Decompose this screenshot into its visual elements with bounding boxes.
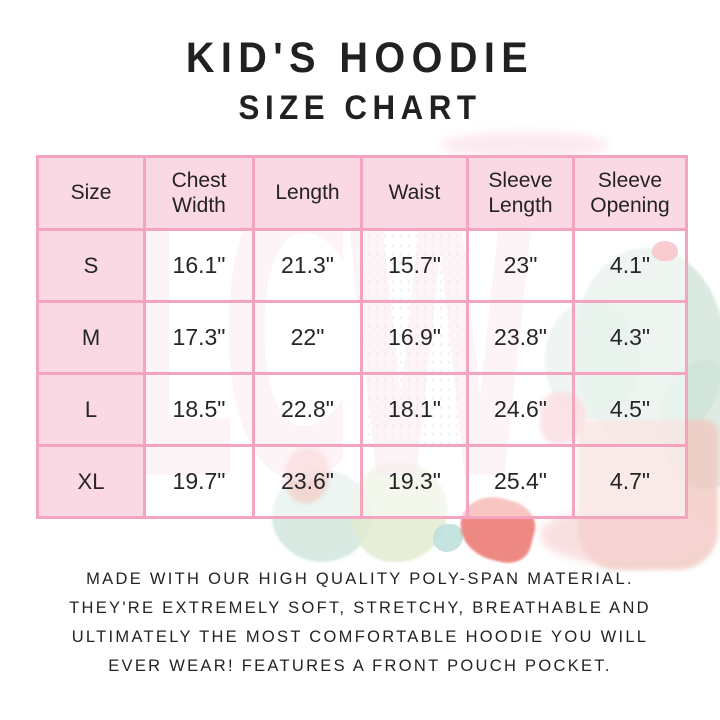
- header-cell-waist: Waist: [360, 155, 469, 231]
- table-cell: 25.4": [466, 444, 575, 519]
- title-block: KID'S HOODIE SIZE CHART: [0, 34, 720, 128]
- description-line: THEY'RE EXTREMELY SOFT, STRETCHY, BREATH…: [69, 599, 651, 617]
- size-cell: S: [36, 228, 146, 303]
- table-cell: 19.7": [143, 444, 255, 519]
- table-cell: 18.1": [360, 372, 469, 447]
- table-cell: 17.3": [143, 300, 255, 375]
- description-line: EVER WEAR! FEATURES A FRONT POUCH POCKET…: [108, 657, 612, 675]
- description-line: ULTIMATELY THE MOST COMFORTABLE HOODIE Y…: [71, 628, 649, 646]
- table-cell: 18.5": [143, 372, 255, 447]
- table-cell: 23": [466, 228, 575, 303]
- table-cell: 4.3": [572, 300, 688, 375]
- description-line: MADE WITH OUR HIGH QUALITY POLY-SPAN MAT…: [86, 570, 634, 588]
- size-cell: L: [36, 372, 146, 447]
- table-row-l: L 18.5" 22.8" 18.1" 24.6" 4.5": [36, 372, 688, 447]
- table-cell: 23.6": [252, 444, 363, 519]
- table-row-xl: XL 19.7" 23.6" 19.3" 25.4" 4.7": [36, 444, 688, 519]
- table-cell: 23.8": [466, 300, 575, 375]
- table-header-row: Size Chest Width Length Waist Sleeve Len…: [36, 155, 688, 231]
- header-cell-length: Length: [252, 155, 363, 231]
- table-row-s: S 16.1" 21.3" 15.7" 23" 4.1": [36, 228, 688, 303]
- table-cell: 19.3": [360, 444, 469, 519]
- page-subtitle: SIZE CHART: [238, 89, 482, 127]
- header-cell-sleeve-length: Sleeve Length: [466, 155, 575, 231]
- flower-decoration: [433, 524, 463, 552]
- table-cell: 22.8": [252, 372, 363, 447]
- size-cell: M: [36, 300, 146, 375]
- page-title: KID'S HOODIE: [185, 34, 535, 82]
- table-cell: 4.7": [572, 444, 688, 519]
- material-description: MADE WITH OUR HIGH QUALITY POLY-SPAN MAT…: [20, 565, 700, 681]
- header-cell-size: Size: [36, 155, 146, 231]
- table-cell: 21.3": [252, 228, 363, 303]
- table-cell: 16.1": [143, 228, 255, 303]
- table-cell: 22": [252, 300, 363, 375]
- header-cell-chest-width: Chest Width: [143, 155, 255, 231]
- table-cell: 4.1": [572, 228, 688, 303]
- size-chart-table: Size Chest Width Length Waist Sleeve Len…: [36, 155, 688, 519]
- table-cell: 15.7": [360, 228, 469, 303]
- size-cell: XL: [36, 444, 146, 519]
- table-cell: 16.9": [360, 300, 469, 375]
- table-cell: 4.5": [572, 372, 688, 447]
- table-cell: 24.6": [466, 372, 575, 447]
- header-cell-sleeve-opening: Sleeve Opening: [572, 155, 688, 231]
- table-row-m: M 17.3" 22" 16.9" 23.8" 4.3": [36, 300, 688, 375]
